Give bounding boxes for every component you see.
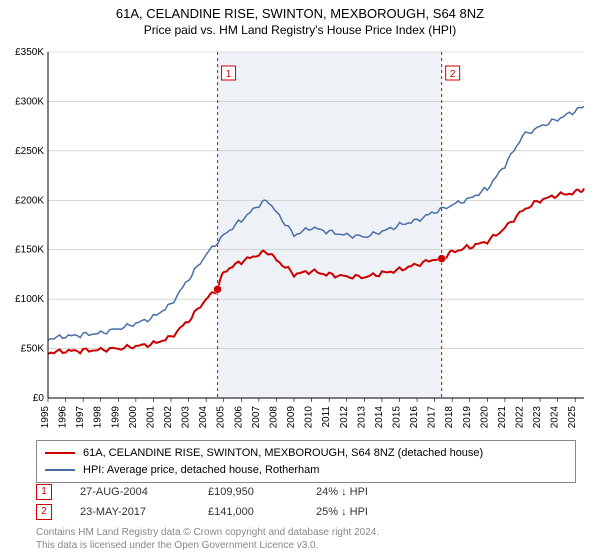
svg-text:£150K: £150K	[15, 245, 44, 256]
svg-text:1: 1	[226, 69, 232, 80]
svg-text:2010: 2010	[304, 406, 315, 429]
svg-text:2023: 2023	[532, 406, 543, 429]
svg-text:2018: 2018	[444, 406, 455, 429]
svg-text:1995: 1995	[40, 406, 51, 429]
svg-text:2: 2	[450, 69, 456, 80]
footer-line1: Contains HM Land Registry data © Crown c…	[36, 526, 379, 539]
legend-label: HPI: Average price, detached house, Roth…	[83, 462, 319, 479]
svg-text:2001: 2001	[145, 406, 156, 429]
sale-price: £141,000	[208, 506, 288, 518]
svg-text:1998: 1998	[93, 406, 104, 429]
svg-text:2004: 2004	[198, 406, 209, 429]
svg-text:1996: 1996	[58, 406, 69, 429]
svg-text:2014: 2014	[374, 406, 385, 429]
svg-text:2009: 2009	[286, 406, 297, 429]
svg-text:2002: 2002	[163, 406, 174, 429]
price-chart: £0£50K£100K£150K£200K£250K£300K£350K1995…	[48, 48, 588, 428]
chart-title-address: 61A, CELANDINE RISE, SWINTON, MEXBOROUGH…	[0, 6, 600, 21]
svg-text:2006: 2006	[233, 406, 244, 429]
legend-label: 61A, CELANDINE RISE, SWINTON, MEXBOROUGH…	[83, 445, 483, 462]
svg-text:2003: 2003	[181, 406, 192, 429]
svg-text:2013: 2013	[356, 406, 367, 429]
svg-text:2012: 2012	[339, 406, 350, 429]
svg-text:£350K: £350K	[15, 47, 44, 58]
chart-title-subtitle: Price paid vs. HM Land Registry's House …	[0, 23, 600, 37]
svg-text:1997: 1997	[75, 406, 86, 429]
sale-delta: 25% ↓ HPI	[316, 506, 368, 518]
svg-text:2024: 2024	[550, 406, 561, 429]
legend-swatch	[45, 469, 75, 471]
svg-text:2011: 2011	[321, 406, 332, 428]
sale-date: 27-AUG-2004	[80, 486, 180, 498]
sale-marker: 2	[36, 504, 52, 520]
svg-text:2005: 2005	[216, 406, 227, 429]
sale-date: 23-MAY-2017	[80, 506, 180, 518]
svg-text:1999: 1999	[110, 406, 121, 429]
svg-text:2008: 2008	[268, 406, 279, 429]
footer-attribution: Contains HM Land Registry data © Crown c…	[36, 526, 379, 552]
svg-text:£200K: £200K	[15, 195, 44, 206]
svg-text:£300K: £300K	[15, 96, 44, 107]
sale-delta: 24% ↓ HPI	[316, 486, 368, 498]
svg-text:£100K: £100K	[15, 294, 44, 305]
svg-text:2000: 2000	[128, 406, 139, 429]
svg-text:2016: 2016	[409, 406, 420, 429]
legend-item: 61A, CELANDINE RISE, SWINTON, MEXBOROUGH…	[45, 445, 567, 462]
svg-text:2017: 2017	[427, 406, 438, 429]
sale-marker: 1	[36, 484, 52, 500]
svg-text:2022: 2022	[514, 406, 525, 429]
legend-swatch	[45, 452, 75, 454]
svg-text:£0: £0	[33, 393, 45, 404]
svg-text:£50K: £50K	[21, 344, 45, 355]
svg-text:2021: 2021	[497, 406, 508, 429]
svg-text:2019: 2019	[462, 406, 473, 429]
svg-text:2025: 2025	[567, 406, 578, 429]
sale-row: 1 27-AUG-2004 £109,950 24% ↓ HPI	[36, 482, 368, 502]
svg-text:2015: 2015	[391, 406, 402, 429]
sales-table: 1 27-AUG-2004 £109,950 24% ↓ HPI 2 23-MAY-201…	[36, 482, 368, 522]
legend: 61A, CELANDINE RISE, SWINTON, MEXBOROUGH…	[36, 440, 576, 483]
footer-line2: This data is licensed under the Open Gov…	[36, 539, 379, 552]
sale-row: 2 23-MAY-2017 £141,000 25% ↓ HPI	[36, 502, 368, 522]
sale-price: £109,950	[208, 486, 288, 498]
svg-text:£250K: £250K	[15, 146, 44, 157]
svg-text:2007: 2007	[251, 406, 262, 429]
svg-text:2020: 2020	[479, 406, 490, 429]
legend-item: HPI: Average price, detached house, Roth…	[45, 462, 567, 479]
